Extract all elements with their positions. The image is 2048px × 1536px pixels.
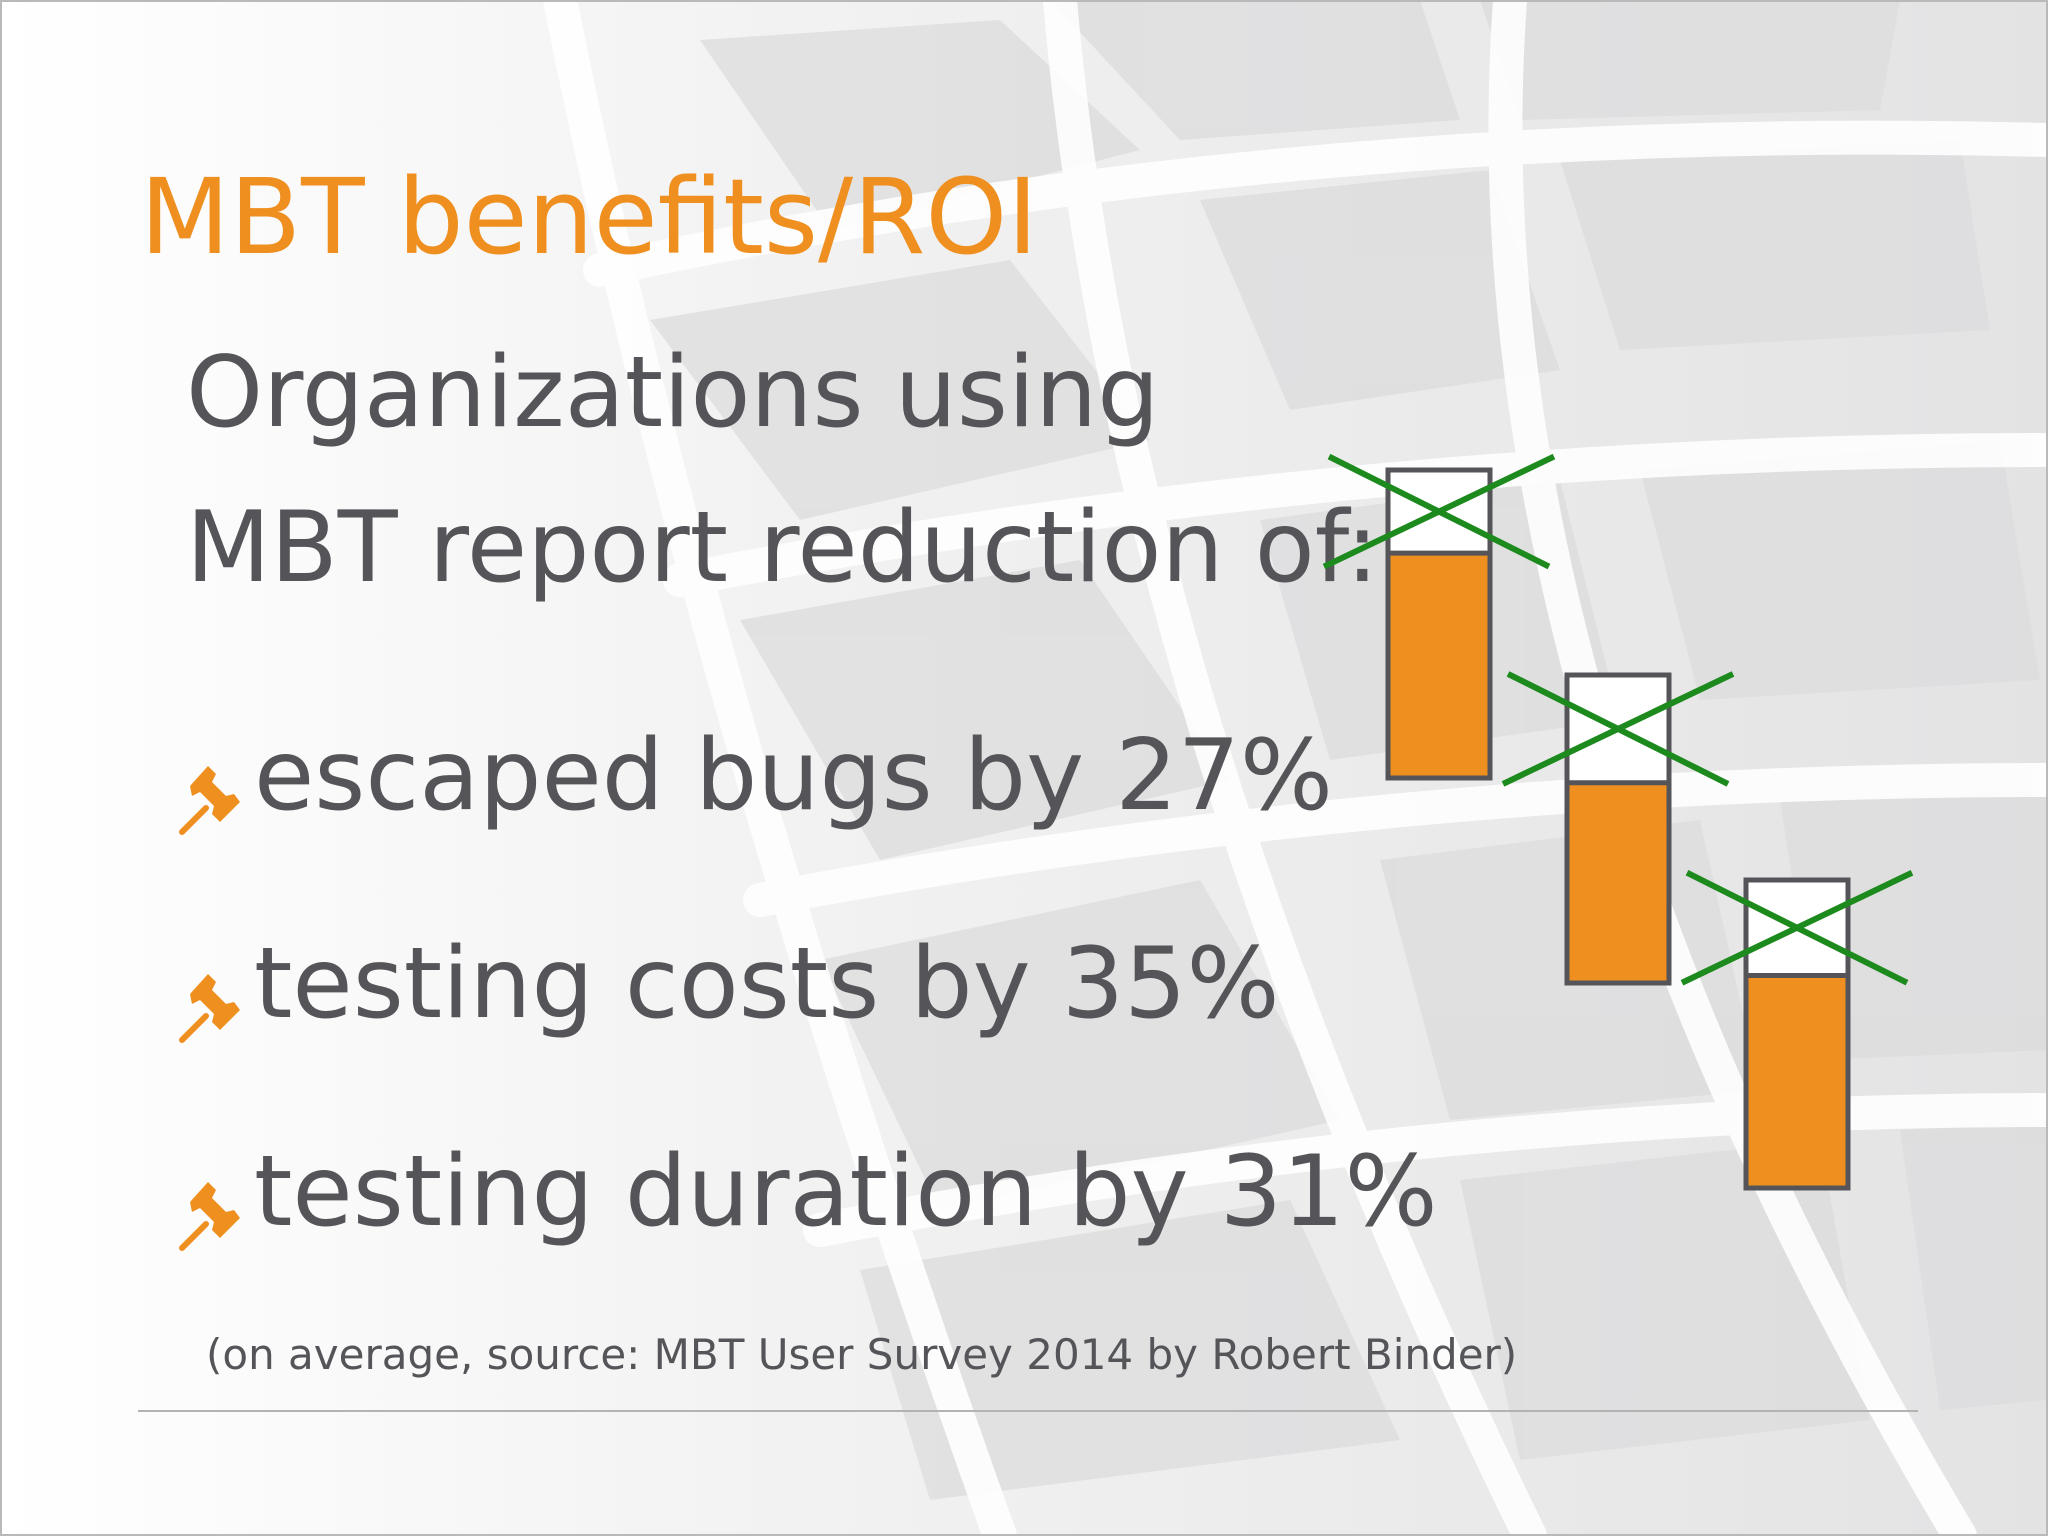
- cross-out-mark: [1680, 870, 1914, 986]
- pushpin-icon: [179, 974, 240, 1043]
- bar-remaining-fill: [1567, 782, 1669, 983]
- bar-outline: [1385, 467, 1493, 781]
- cross-out-mark: [1501, 671, 1735, 787]
- bar-outline: [1743, 877, 1851, 1191]
- footer-divider: [138, 1410, 1918, 1412]
- benefit-testing-duration: testing duration by 31%: [254, 1135, 1438, 1249]
- intro-text: Organizations using MBT report reduction…: [186, 336, 1379, 605]
- benefit-testing-costs: testing costs by 35%: [254, 927, 1280, 1041]
- pushpin-icon: [179, 1182, 240, 1251]
- benefit-escaped-bugs: escaped bugs by 27%: [254, 719, 1334, 833]
- slide-title: MBT benefits/ROI: [140, 156, 1038, 278]
- reduction-bars-chart: [1322, 453, 1914, 1191]
- bar-testing-duration: [1680, 870, 1914, 1191]
- pushpin-icon: [179, 766, 240, 835]
- bar-outline: [1564, 672, 1672, 986]
- cross-out-mark: [1322, 453, 1556, 570]
- bar-remaining-fill: [1746, 975, 1848, 1188]
- bar-remaining-fill: [1388, 553, 1490, 778]
- bar-testing-costs: [1501, 671, 1735, 986]
- source-footnote: (on average, source: MBT User Survey 201…: [206, 1330, 1518, 1379]
- list-item: testing costs by 35%: [176, 880, 1438, 1088]
- bar-escaped-bugs: [1322, 453, 1556, 781]
- benefits-list: escaped bugs by 27% testing costs by 35%…: [176, 672, 1438, 1296]
- list-item: escaped bugs by 27%: [176, 672, 1438, 880]
- list-item: testing duration by 31%: [176, 1088, 1438, 1296]
